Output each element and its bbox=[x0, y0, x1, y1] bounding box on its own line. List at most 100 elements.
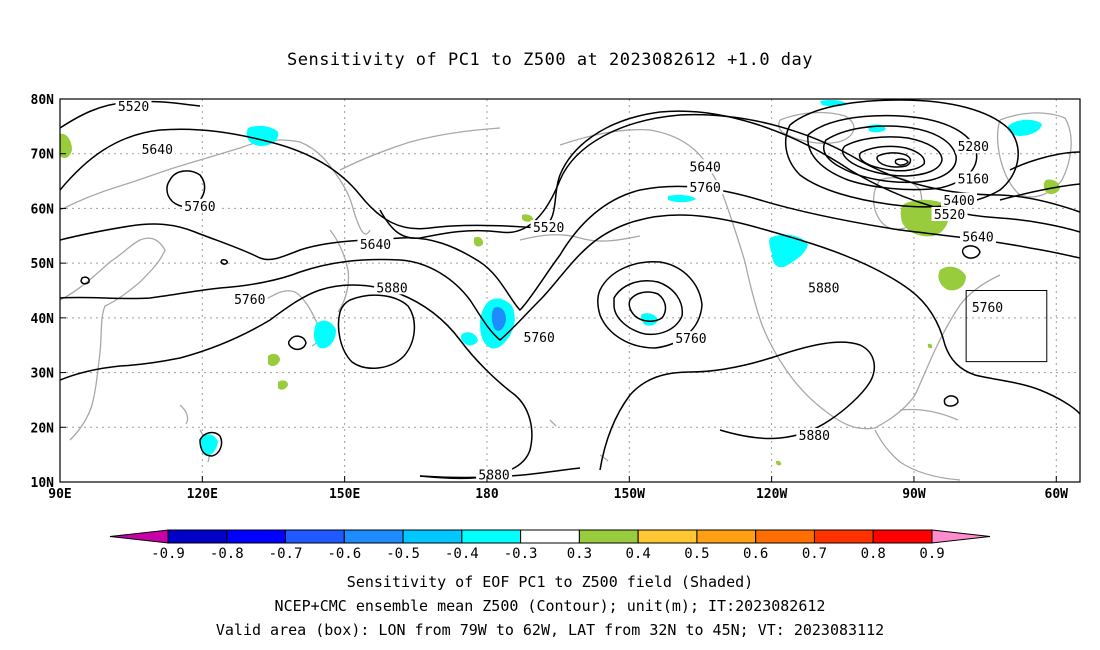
contour-label: 5880 bbox=[799, 429, 830, 444]
lon-tick-label: 180 bbox=[475, 487, 499, 502]
colorbar-label: -0.6 bbox=[327, 546, 361, 562]
contour-label: 5880 bbox=[376, 281, 407, 296]
lat-tick-label: 80N bbox=[31, 93, 55, 108]
contour-label-bg bbox=[931, 206, 968, 221]
contour-label-bg bbox=[530, 220, 567, 235]
contour-label-bg bbox=[805, 280, 842, 295]
colorbar-label: 0.3 bbox=[567, 546, 592, 562]
lat-tick-label: 70N bbox=[31, 148, 55, 163]
colorbar-min-arrow bbox=[109, 529, 169, 544]
shade-pos-7 bbox=[474, 236, 484, 247]
contour-label-bg bbox=[955, 139, 992, 154]
contour-label: 5520 bbox=[118, 100, 149, 115]
contour-label-bg bbox=[960, 229, 996, 244]
shade-pos-10 bbox=[927, 343, 933, 349]
contour-label: 5640 bbox=[962, 230, 993, 245]
colorbar-swatch bbox=[285, 529, 345, 544]
lat-tick-label: 50N bbox=[31, 257, 55, 272]
shade-pos-8 bbox=[522, 214, 534, 222]
plot-frame bbox=[59, 98, 1081, 483]
contour-label-bg bbox=[969, 300, 1006, 315]
colorbar-swatch bbox=[343, 529, 404, 544]
contour-label: 5520 bbox=[934, 208, 965, 223]
caption-line-3: Valid area (box): LON from 79W to 62W, L… bbox=[215, 621, 885, 639]
colorbar-label: 0.4 bbox=[626, 546, 651, 562]
colorbar-swatch bbox=[461, 529, 522, 544]
contour-label-bg bbox=[796, 428, 833, 443]
colorbar-swatch bbox=[755, 529, 815, 544]
contour-label: 5880 bbox=[808, 281, 839, 296]
plot-title: Sensitivity of PC1 to Z500 at 2023082612… bbox=[286, 50, 813, 70]
shade-neg-5 bbox=[313, 320, 336, 349]
colorbar-swatch bbox=[578, 529, 639, 544]
shade-pos-3 bbox=[938, 266, 966, 291]
colorbar-swatch bbox=[696, 529, 757, 544]
map-gridlines bbox=[60, 99, 1080, 482]
contour-label: 5760 bbox=[972, 301, 1003, 316]
contour-labels: 5520 5640 5760 5640 5760 5880 5520 5760 5640 5760… bbox=[115, 99, 1006, 483]
contour-label-bg bbox=[687, 180, 724, 195]
lon-tick-label: 150E bbox=[329, 487, 360, 502]
contour-label: 5280 bbox=[958, 140, 989, 155]
latitude-axis: 80N 70N 60N 50N 40N 30N 20N 10N bbox=[31, 93, 66, 491]
lon-tick-label: 120E bbox=[187, 487, 218, 502]
contour-label: 5640 bbox=[142, 143, 173, 158]
contour-label-bg bbox=[941, 192, 978, 207]
colorbar-swatch bbox=[813, 529, 874, 544]
lat-tick-label: 30N bbox=[31, 367, 55, 382]
shade-pos-6 bbox=[278, 380, 288, 390]
z500-contours bbox=[60, 99, 1080, 480]
shade-neg-6 bbox=[200, 434, 218, 456]
sensitivity-shading bbox=[60, 100, 1060, 466]
contour-label: 5160 bbox=[958, 172, 989, 187]
lon-tick-label: 60W bbox=[1045, 487, 1069, 502]
colorbar-label: 0.9 bbox=[919, 546, 944, 562]
contour-label: 5760 bbox=[524, 331, 555, 346]
contour-label: 5400 bbox=[943, 194, 974, 209]
contour-label-bg bbox=[955, 171, 992, 186]
shade-pos-5 bbox=[268, 353, 280, 367]
contour-label: 5760 bbox=[234, 293, 265, 308]
contour-label: 5520 bbox=[533, 221, 564, 236]
caption-line-2: NCEP+CMC ensemble mean Z500 (Contour); u… bbox=[274, 597, 826, 615]
lon-tick-label: 120W bbox=[756, 487, 787, 502]
colorbar-label: -0.4 bbox=[445, 546, 479, 562]
shade-neg-4 bbox=[460, 332, 478, 346]
lat-tick-label: 20N bbox=[31, 421, 55, 436]
contour-label: 5880 bbox=[478, 468, 509, 483]
contour-label: 5640 bbox=[360, 238, 391, 253]
shade-pos-1 bbox=[60, 133, 72, 158]
caption-line-1: Sensitivity of EOF PC1 to Z500 field (Sh… bbox=[346, 573, 754, 591]
colorbar-swatch bbox=[226, 529, 287, 544]
longitude-axis: 90E 120E 150E 180 150W 120W 90W 60W bbox=[48, 476, 1068, 502]
contour-label-bg bbox=[115, 99, 152, 114]
shade-neg-8 bbox=[769, 234, 808, 268]
contour-label: 5760 bbox=[690, 181, 721, 196]
colorbar-swatch bbox=[872, 529, 933, 544]
lat-tick-label: 60N bbox=[31, 202, 55, 217]
contour-label-bg bbox=[231, 291, 268, 306]
contour-label-bg bbox=[476, 467, 513, 482]
lon-tick-label: 90W bbox=[902, 487, 926, 502]
contour-label-bg bbox=[672, 331, 709, 346]
colorbar-label: -0.9 bbox=[151, 546, 185, 562]
colorbar: -0.9 -0.8 -0.7 -0.6 -0.5 -0.4 -0.3 0.3 0.4 0.5 0.6… bbox=[109, 529, 991, 562]
colorbar-swatch bbox=[167, 529, 228, 544]
contour-label-bg bbox=[687, 159, 724, 174]
colorbar-max-arrow bbox=[931, 529, 991, 544]
shade-neg-3 bbox=[491, 307, 506, 331]
valid-area-box bbox=[965, 290, 1048, 363]
colorbar-label: 0.8 bbox=[861, 546, 886, 562]
colorbar-label: 0.5 bbox=[684, 546, 709, 562]
colorbar-swatch bbox=[402, 529, 463, 544]
contour-label-bg bbox=[357, 237, 394, 252]
colorbar-label: -0.7 bbox=[269, 546, 303, 562]
colorbar-label: -0.8 bbox=[210, 546, 244, 562]
shade-pos-4 bbox=[1043, 179, 1060, 195]
shade-neg-12 bbox=[668, 195, 696, 203]
contour-label: 5760 bbox=[184, 200, 215, 215]
lon-tick-label: 90E bbox=[48, 487, 71, 502]
contour-label: 5640 bbox=[690, 160, 721, 175]
contour-label-bg bbox=[139, 141, 176, 156]
